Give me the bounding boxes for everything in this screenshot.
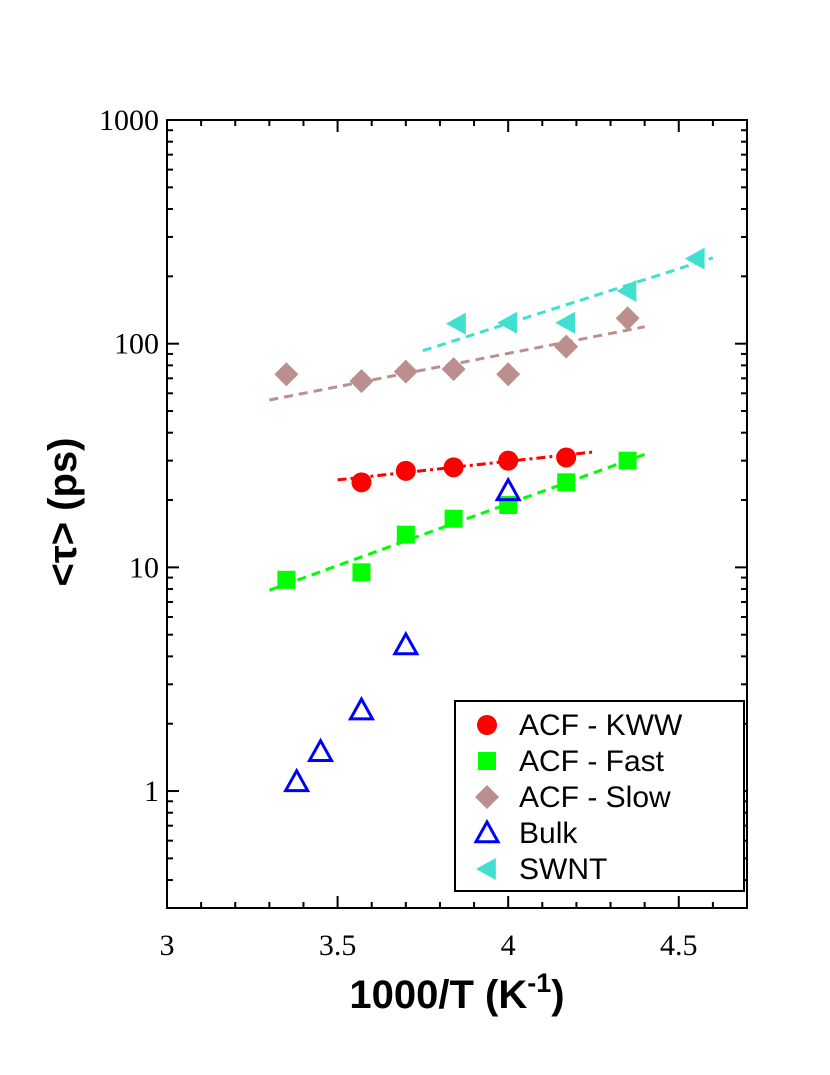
point-acf-slow [441, 357, 466, 382]
y-axis-title: <τ> (ps) [41, 437, 85, 586]
point-swnt [684, 247, 705, 270]
legend-marker-acf-fast [478, 752, 496, 770]
y-tick-label: 1000 [99, 104, 159, 137]
x-axis-title: 1000/T (K-1) [349, 968, 564, 1017]
point-acf-slow [349, 369, 374, 394]
legend-marker-acf-kww [477, 715, 497, 735]
point-acf-fast [396, 525, 415, 544]
point-acf-slow [496, 362, 521, 387]
fit-line-acf-slow [269, 325, 645, 402]
point-acf-slow [274, 362, 299, 387]
legend-box [454, 700, 745, 892]
point-acf-kww [443, 457, 464, 478]
point-acf-fast [557, 473, 576, 492]
legend-label-acf-kww: ACF - KWW [519, 709, 683, 742]
point-bulk [283, 767, 311, 793]
point-acf-kww [498, 450, 519, 471]
y-tick-label: 1 [144, 775, 159, 808]
fit-line-swnt [422, 256, 714, 353]
point-bulk [494, 476, 522, 502]
point-acf-fast [277, 570, 296, 589]
point-acf-slow [554, 334, 579, 359]
legend-label-acf-fast: ACF - Fast [519, 745, 665, 778]
point-acf-fast [444, 509, 463, 528]
point-swnt [446, 312, 466, 335]
point-acf-slow [615, 306, 640, 331]
plot-border [166, 119, 748, 909]
x-tick-label: 4 [501, 929, 516, 962]
x-tick-label: 3 [160, 929, 175, 962]
legend-label-acf-slow: ACF - Slow [519, 781, 671, 814]
point-bulk [392, 630, 420, 656]
point-bulk [306, 737, 335, 762]
plot-area [166, 119, 748, 909]
legend-marker-acf-slow [475, 785, 499, 809]
legend-label-bulk: Bulk [519, 817, 578, 850]
x-axis-title-text: 1000/T (K [349, 973, 527, 1017]
legend-marker-bulk [473, 818, 501, 844]
point-acf-slow [393, 359, 418, 384]
x-axis: 3 3.5 4 4.5 [160, 120, 748, 962]
fit-line-acf-kww [337, 450, 594, 482]
point-swnt [497, 311, 517, 334]
y-tick-label: 10 [129, 551, 159, 584]
legend-marker-swnt [476, 858, 496, 880]
point-acf-fast [618, 451, 637, 470]
point-swnt [616, 279, 637, 302]
point-acf-fast [352, 563, 371, 582]
x-axis-title-superscript: -1 [527, 968, 551, 998]
x-axis-title-end: ) [551, 973, 564, 1017]
x-tick-label: 4.5 [660, 929, 698, 962]
x-tick-label: 3.5 [319, 929, 357, 962]
data-markers [274, 247, 705, 793]
y-axis: 1 10 100 1000 [99, 104, 747, 909]
point-bulk [347, 696, 376, 721]
point-acf-kww [556, 447, 577, 468]
fit-lines [268, 256, 714, 592]
point-acf-kww [395, 460, 416, 481]
y-tick-label: 100 [114, 328, 159, 361]
point-acf-kww [351, 472, 372, 493]
point-swnt [555, 311, 575, 334]
legend-label-swnt: SWNT [519, 853, 607, 886]
